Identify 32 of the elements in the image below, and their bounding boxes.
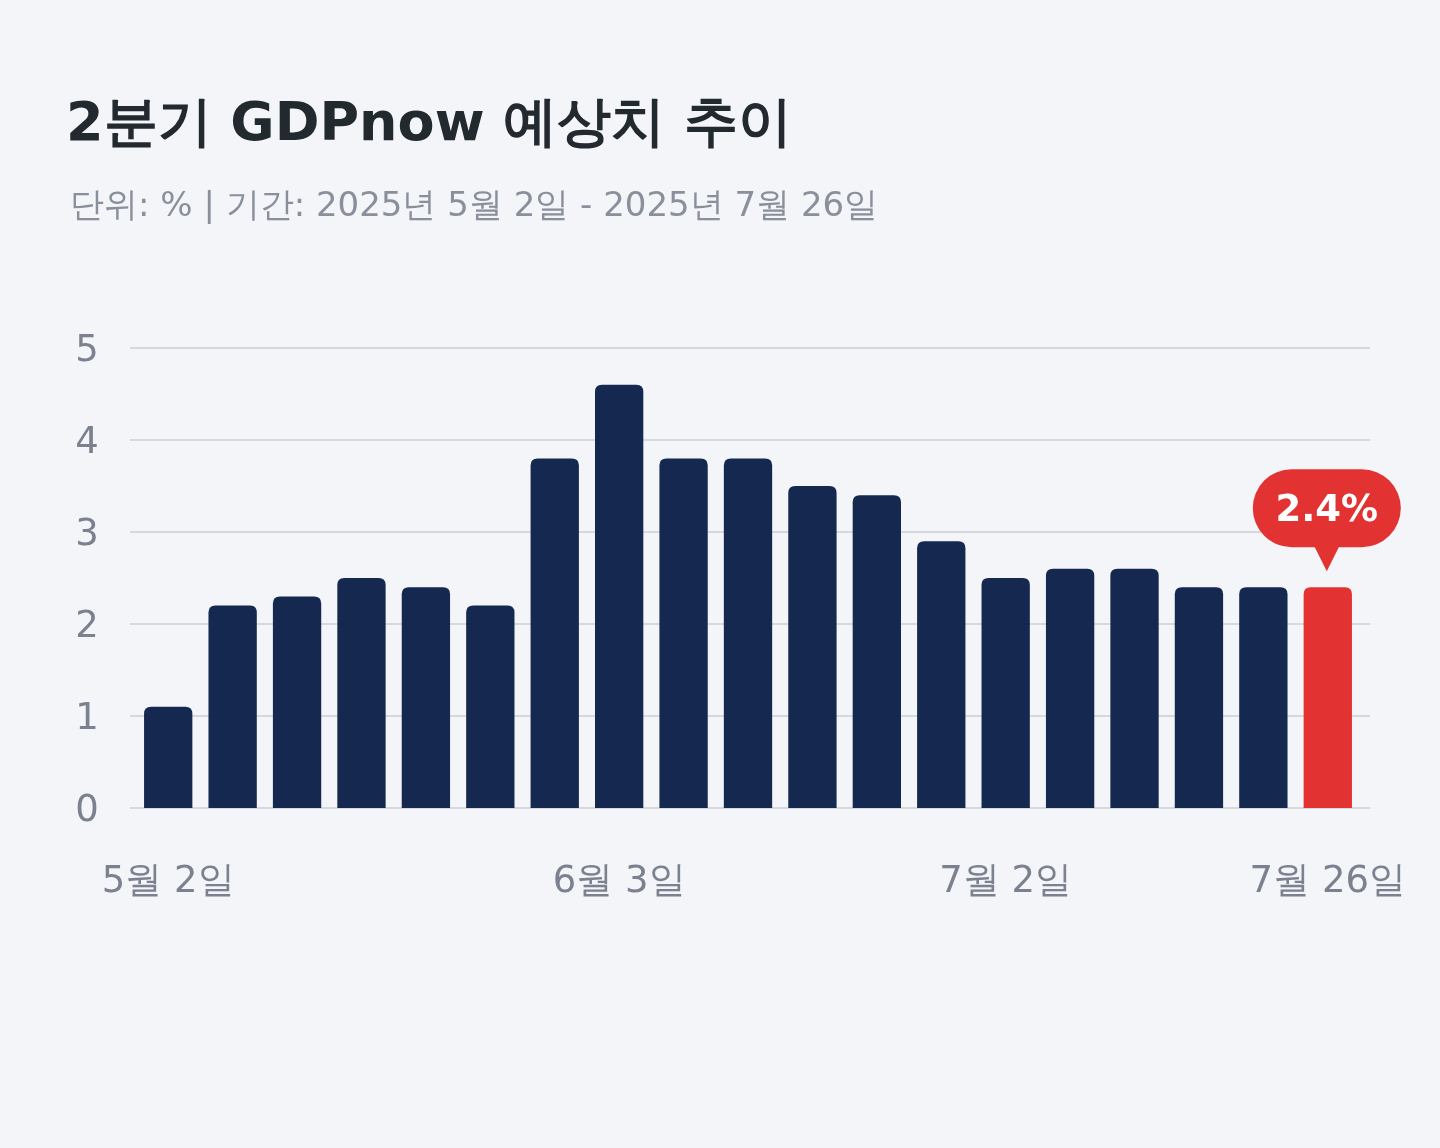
x-tick-label: 5월 2일 bbox=[101, 858, 235, 901]
y-tick-label: 0 bbox=[75, 787, 99, 830]
y-tick-label: 5 bbox=[75, 327, 99, 370]
y-tick-label: 2 bbox=[75, 603, 99, 646]
x-tick-label: 7월 26일 bbox=[1249, 858, 1406, 901]
chart-subtitle: 단위: % | 기간: 2025년 5월 2일 - 2025년 7월 26일 bbox=[70, 184, 879, 224]
bar bbox=[852, 495, 901, 808]
bar bbox=[1174, 587, 1224, 808]
data-label: 2.4% bbox=[1275, 487, 1379, 531]
chart-title: 2분기 GDPnow 예상치 추이 bbox=[66, 90, 793, 153]
bar bbox=[466, 605, 515, 808]
x-tick-label: 6월 3일 bbox=[552, 858, 686, 901]
bar bbox=[788, 486, 837, 808]
bar bbox=[917, 541, 966, 808]
bar bbox=[401, 587, 451, 808]
bar bbox=[723, 458, 773, 808]
y-tick-label: 4 bbox=[75, 419, 99, 462]
bar bbox=[1303, 587, 1352, 808]
bar bbox=[144, 706, 193, 808]
bar bbox=[981, 578, 1030, 808]
y-tick-label: 3 bbox=[75, 511, 99, 554]
bar bbox=[530, 458, 579, 808]
y-tick-label: 1 bbox=[75, 695, 99, 738]
bar bbox=[659, 458, 708, 808]
bar bbox=[337, 578, 386, 808]
bar bbox=[1045, 568, 1095, 808]
x-tick-label: 7월 2일 bbox=[939, 858, 1073, 901]
bar bbox=[272, 596, 322, 808]
bar bbox=[1110, 568, 1159, 808]
bar bbox=[595, 384, 644, 808]
bar bbox=[208, 605, 257, 808]
bar bbox=[1239, 587, 1288, 808]
